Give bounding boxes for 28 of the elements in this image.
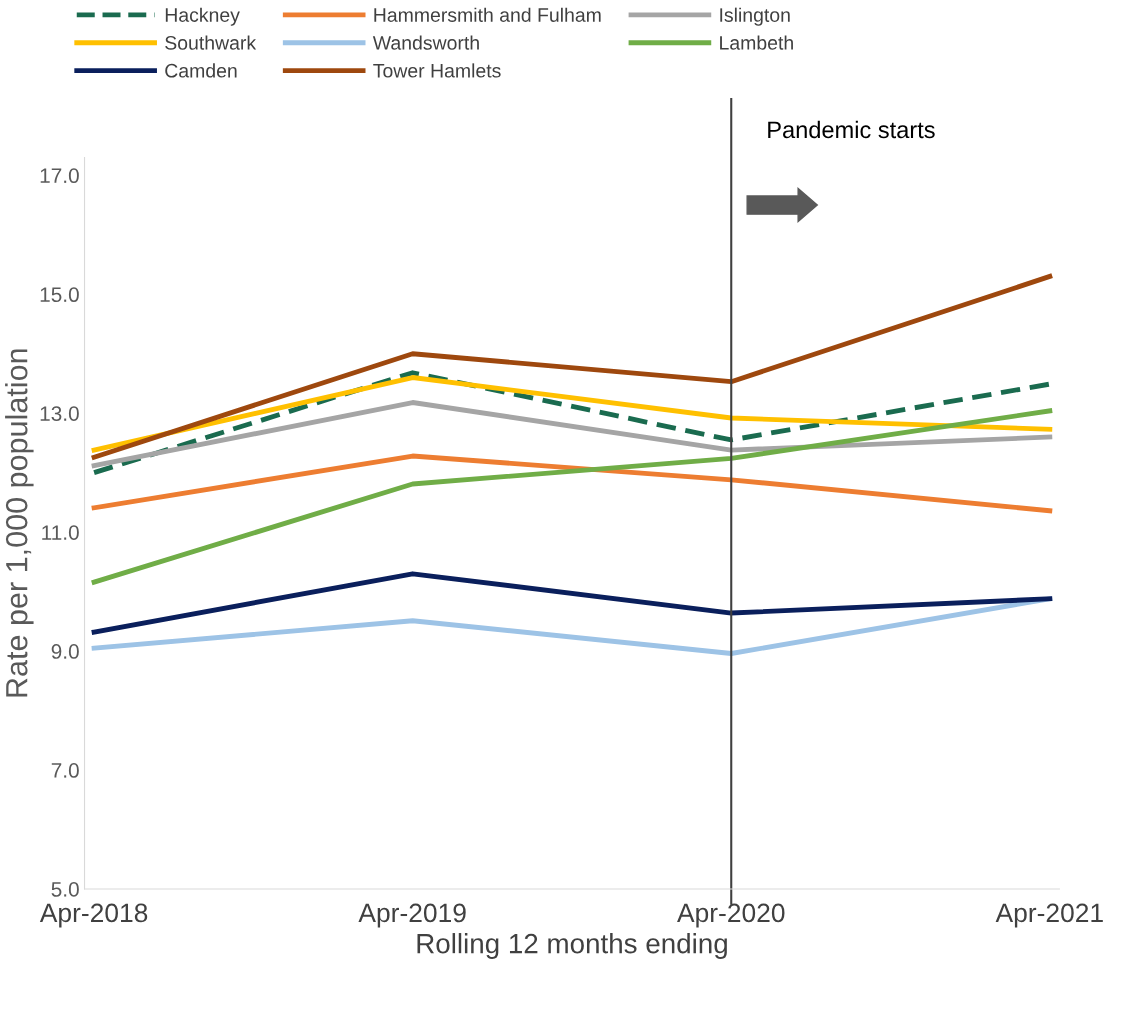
legend-label: Hammersmith and Fulham <box>374 7 601 22</box>
legend-label: Islington <box>720 7 790 26</box>
legend-label: Camden <box>165 63 237 78</box>
legend-label: Tower Hamlets <box>373 63 501 78</box>
legend-label: Hackney <box>165 7 240 26</box>
y-axis-title: Rate per 1,000 population <box>5 349 34 697</box>
x-tick-label: Apr-2019 <box>358 903 466 928</box>
x-tick-label: Apr-2020 <box>677 903 785 928</box>
line-series <box>91 375 1053 453</box>
y-tick-label: 17.0 <box>40 168 79 184</box>
legend-label: Wandsworth <box>372 35 479 50</box>
line-series <box>91 408 1053 585</box>
y-tick-label: 13.0 <box>40 406 79 421</box>
x-tick-label: Apr-2021 <box>995 903 1103 928</box>
line-series <box>91 400 1053 468</box>
y-tick-label: 15.0 <box>40 287 79 303</box>
y-tick-label: 7.0 <box>51 763 79 778</box>
line-series <box>91 571 1053 635</box>
ref-line-label: Pandemic starts <box>768 120 935 139</box>
line-series <box>91 274 1053 460</box>
line-series <box>91 453 1053 514</box>
x-axis-title: Rolling 12 months ending <box>417 933 727 959</box>
x-tick-label: Apr-2018 <box>39 903 148 928</box>
y-tick-label: 5.0 <box>51 882 79 897</box>
legend-label: Lambeth <box>720 35 793 50</box>
y-tick-label: 9.0 <box>51 644 79 659</box>
y-tick-label: 11.0 <box>42 525 79 540</box>
legend-label: Southwark <box>165 35 257 50</box>
